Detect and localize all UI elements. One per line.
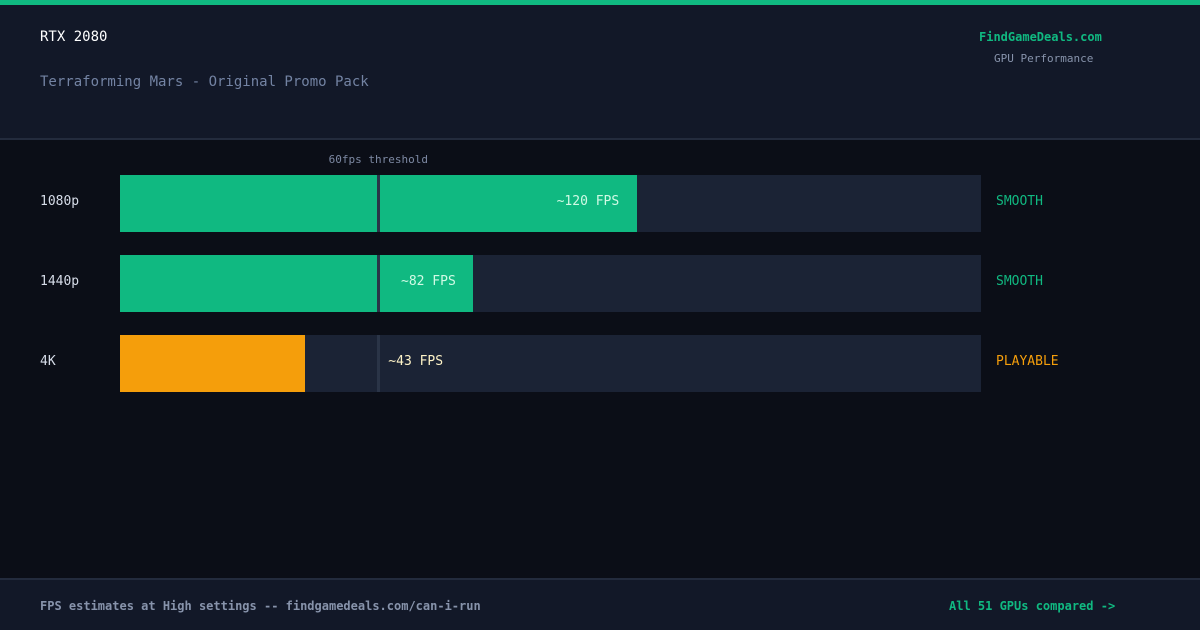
threshold-label: 60fps threshold [328, 153, 428, 166]
fps-bar [120, 335, 306, 392]
header: RTX 2080 Terraforming Mars - Original Pr… [0, 5, 1200, 140]
resolution-label: 1440p [40, 274, 80, 289]
fps-chart: 60fps threshold 1080p ~120 FPS SMOOTH 1440p… [0, 142, 1200, 578]
chart-row: 1080p ~120 FPS SMOOTH [0, 175, 1200, 232]
bar-track: ~43 FPS [120, 335, 981, 392]
game-title: Terraforming Mars - Original Promo Pack [40, 74, 369, 90]
threshold-line [377, 335, 381, 392]
fps-value-label: ~43 FPS [388, 354, 444, 369]
bar-track: ~82 FPS [120, 255, 981, 312]
footer-note: FPS estimates at High settings -- findga… [40, 599, 481, 613]
brand-subtitle: GPU Performance [994, 52, 1094, 65]
performance-status: SMOOTH [996, 194, 1043, 209]
threshold-line [377, 255, 381, 312]
top-accent-bar [0, 0, 1200, 5]
bar-track: ~120 FPS [120, 175, 981, 232]
footer: FPS estimates at High settings -- findga… [0, 578, 1200, 630]
fps-value-label: ~120 FPS [556, 194, 620, 209]
performance-status: SMOOTH [996, 274, 1043, 289]
performance-status: PLAYABLE [996, 354, 1059, 369]
chart-row: 4K ~43 FPS PLAYABLE [0, 335, 1200, 392]
chart-row: 1440p ~82 FPS SMOOTH [0, 255, 1200, 312]
all-gpus-link[interactable]: All 51 GPUs compared -> [949, 599, 1116, 613]
resolution-label: 4K [40, 354, 56, 369]
brand-logo[interactable]: FindGameDeals.com [979, 30, 1102, 44]
fps-value-label: ~82 FPS [401, 274, 456, 289]
threshold-line [377, 175, 381, 232]
resolution-label: 1080p [40, 194, 80, 209]
gpu-title: RTX 2080 [40, 29, 108, 45]
fps-bar [120, 255, 473, 312]
